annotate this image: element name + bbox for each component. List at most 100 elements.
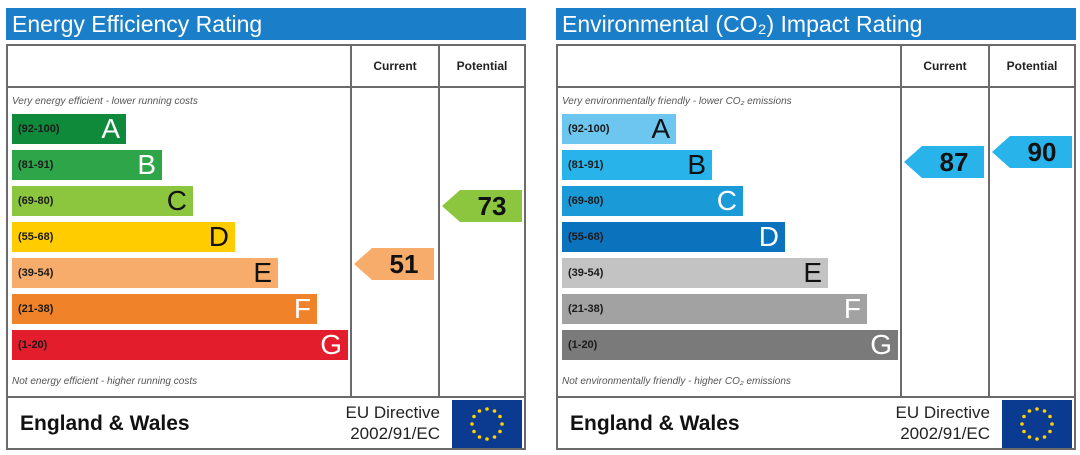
eu-star [1035, 407, 1039, 411]
eu-star [1042, 409, 1047, 413]
band-letter: C [166, 185, 187, 216]
environmental-impact-panel: Environmental (CO₂) Impact Rating Curren… [556, 8, 1076, 450]
potential-column-header: Potential [1006, 59, 1058, 73]
band-range-label: (92-100) [18, 123, 60, 135]
rating-band-f: (21-38) F [562, 294, 867, 324]
eu-stars-icon [1020, 407, 1054, 441]
footer-divider [8, 396, 524, 398]
band-range-label: (39-54) [568, 267, 604, 279]
band-letter: G [320, 329, 342, 360]
eu-star [1027, 435, 1032, 439]
potential-arrow-shape [992, 136, 1072, 169]
eu-star [1050, 422, 1054, 426]
band-letter: F [293, 293, 311, 324]
potential-arrow-shape [442, 190, 522, 222]
chart-frame: Current Potential Very energy efficient … [6, 44, 526, 450]
current-rating-arrow: 51 [354, 247, 434, 280]
current-rating-value: 51 [389, 248, 419, 279]
rating-band-d: (55-68) D [562, 222, 785, 252]
column-divider [900, 46, 902, 396]
rating-band-a: (92-100) A [562, 114, 676, 144]
band-range-label: (1-20) [18, 339, 48, 351]
header-divider [8, 86, 524, 88]
band-range-label: (1-20) [568, 339, 598, 351]
eu-stars-icon [470, 407, 504, 441]
potential-arrow-fill [992, 136, 1072, 169]
current-rating-arrow: 87 [904, 146, 984, 179]
footer-divider [558, 396, 1074, 398]
band-range-label: (81-91) [568, 159, 604, 171]
band-letter: E [803, 257, 822, 288]
region-label: England & Wales [20, 412, 190, 435]
band-letter: D [758, 221, 779, 252]
chart-frame: Current Potential Very environmentally f… [556, 44, 1076, 450]
eu-star [492, 409, 497, 413]
band-range-label: (55-68) [18, 231, 54, 243]
current-arrow-fill [354, 247, 434, 280]
eu-star [485, 407, 489, 411]
band-letter: G [870, 329, 892, 360]
directive-line-2: 2002/91/EC [900, 424, 990, 443]
top-caption: Very environmentally friendly - lower CO… [562, 96, 792, 107]
eu-flag-icon [1002, 400, 1072, 448]
bottom-caption: Not energy efficient - higher running co… [12, 376, 198, 387]
eu-star [1020, 422, 1024, 426]
potential-rating-value: 73 [477, 191, 507, 221]
rating-band-b: (81-91) B [12, 150, 162, 180]
current-column-header: Current [373, 59, 417, 73]
potential-rating-arrow: 73 [442, 190, 522, 222]
eu-star [1048, 429, 1052, 434]
rating-band-g: (1-20) G [12, 330, 348, 360]
band-letter: C [716, 185, 737, 216]
bottom-caption: Not environmentally friendly - higher CO… [562, 376, 791, 387]
current-column-header: Current [923, 59, 967, 73]
current-arrow-shape [354, 247, 434, 280]
rating-band-c: (69-80) C [12, 186, 193, 216]
eu-star [1022, 429, 1026, 434]
band-range-label: (39-54) [18, 267, 54, 279]
eu-directive-label: EU Directive 2002/91/EC [858, 402, 990, 444]
current-arrow-shape [904, 146, 984, 179]
potential-rating-arrow: 90 [992, 136, 1072, 169]
eu-star [472, 414, 476, 419]
eu-star [1048, 414, 1052, 419]
band-range-label: (69-80) [568, 195, 604, 207]
chart-title: Environmental (CO₂) Impact Rating [556, 8, 1076, 40]
column-divider [350, 46, 352, 396]
top-caption: Very energy efficient - lower running co… [12, 96, 198, 107]
chart-title: Energy Efficiency Rating [6, 8, 526, 40]
rating-band-d: (55-68) D [12, 222, 235, 252]
band-letter: A [101, 113, 120, 144]
eu-star [500, 422, 504, 426]
band-range-label: (21-38) [568, 303, 604, 315]
directive-line-2: 2002/91/EC [350, 424, 440, 443]
eu-star [470, 422, 474, 426]
potential-column-header: Potential [456, 59, 508, 73]
current-rating-value: 87 [939, 147, 969, 178]
eu-star [472, 429, 476, 434]
region-label: England & Wales [570, 412, 740, 435]
rating-band-c: (69-80) C [562, 186, 743, 216]
directive-line-1: EU Directive [895, 403, 990, 422]
band-range-label: (81-91) [18, 159, 54, 171]
eu-star [1042, 435, 1047, 439]
eu-star [498, 414, 502, 419]
band-letter: E [253, 257, 272, 288]
header-divider [558, 86, 1074, 88]
potential-arrow-fill [442, 190, 522, 222]
eu-star [1035, 437, 1039, 441]
eu-star [485, 437, 489, 441]
rating-band-g: (1-20) G [562, 330, 898, 360]
eu-star [1022, 414, 1026, 419]
eu-directive-label: EU Directive 2002/91/EC [308, 402, 440, 444]
band-letter: B [687, 149, 706, 180]
directive-line-1: EU Directive [345, 403, 440, 422]
band-range-label: (69-80) [18, 195, 54, 207]
band-letter: A [651, 113, 670, 144]
band-letter: F [843, 293, 861, 324]
energy-efficiency-panel: Energy Efficiency Rating Current Potenti… [6, 8, 526, 450]
eu-star [498, 429, 502, 434]
column-divider [438, 46, 440, 396]
band-range-label: (21-38) [18, 303, 54, 315]
band-range-label: (92-100) [568, 123, 610, 135]
